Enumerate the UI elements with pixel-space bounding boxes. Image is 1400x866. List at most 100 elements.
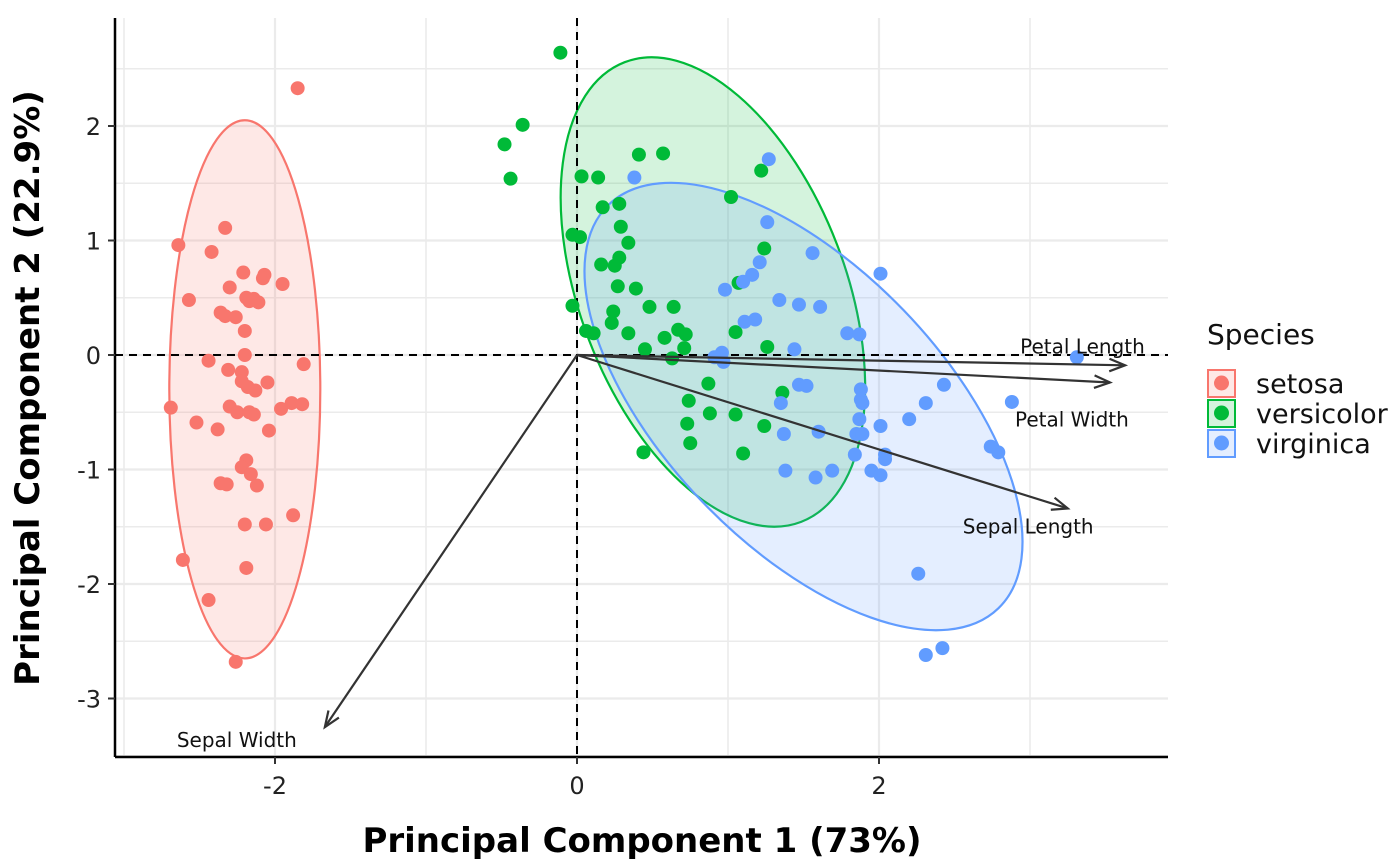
y-tick-label: -2 bbox=[77, 571, 101, 599]
data-point-virginica bbox=[1069, 350, 1084, 365]
data-point-versicolor bbox=[606, 304, 621, 319]
data-point-setosa bbox=[258, 517, 273, 532]
data-point-setosa bbox=[260, 375, 275, 390]
y-tick-label: 1 bbox=[86, 228, 101, 256]
data-point-versicolor bbox=[565, 298, 580, 313]
data-point-virginica bbox=[840, 326, 855, 341]
legend-point-virginica bbox=[1214, 435, 1229, 451]
data-point-versicolor bbox=[574, 169, 589, 184]
legend-label-virginica: virginica bbox=[1256, 429, 1371, 460]
data-point-setosa bbox=[237, 348, 252, 362]
data-point-virginica bbox=[805, 246, 820, 261]
data-point-virginica bbox=[787, 342, 802, 357]
loading-label: Petal Width bbox=[1015, 407, 1129, 431]
data-point-setosa bbox=[222, 280, 237, 295]
data-point-versicolor bbox=[637, 342, 652, 357]
legend-point-setosa bbox=[1214, 375, 1229, 391]
data-point-setosa bbox=[243, 467, 258, 482]
data-point-versicolor bbox=[656, 146, 671, 161]
y-tick-label: -3 bbox=[77, 686, 101, 714]
arrow-head bbox=[1093, 374, 1113, 390]
data-point-versicolor bbox=[613, 219, 628, 234]
data-point-virginica bbox=[627, 170, 642, 185]
data-point-versicolor bbox=[573, 230, 588, 245]
data-point-virginica bbox=[878, 452, 893, 467]
data-point-virginica bbox=[825, 463, 840, 478]
data-point-versicolor bbox=[665, 351, 680, 366]
data-point-versicolor bbox=[701, 376, 716, 391]
data-point-setosa bbox=[218, 309, 233, 324]
data-point-setosa bbox=[284, 396, 299, 411]
data-point-setosa bbox=[181, 293, 196, 308]
loading-arrow bbox=[576, 353, 1069, 510]
legend-title: Species bbox=[1207, 318, 1315, 351]
data-point-versicolor bbox=[497, 137, 512, 152]
data-point-versicolor bbox=[612, 196, 627, 211]
data-point-virginica bbox=[813, 299, 828, 314]
x-tick-label: -2 bbox=[263, 772, 287, 800]
data-point-setosa bbox=[255, 271, 270, 286]
data-point-setosa bbox=[290, 81, 305, 96]
data-point-virginica bbox=[852, 327, 867, 342]
data-point-setosa bbox=[175, 552, 190, 567]
data-point-versicolor bbox=[666, 299, 681, 314]
legend-label-setosa: setosa bbox=[1256, 369, 1344, 400]
data-point-setosa bbox=[249, 478, 264, 493]
data-point-setosa bbox=[274, 401, 289, 416]
data-point-versicolor bbox=[680, 416, 695, 431]
data-point-virginica bbox=[902, 412, 917, 427]
arrow-head bbox=[1050, 496, 1071, 511]
data-point-virginica bbox=[776, 427, 791, 442]
data-point-virginica bbox=[772, 293, 787, 308]
data-point-versicolor bbox=[757, 241, 772, 256]
data-point-virginica bbox=[873, 418, 888, 433]
data-point-virginica bbox=[918, 647, 933, 662]
data-point-virginica bbox=[799, 378, 814, 393]
data-point-versicolor bbox=[610, 279, 625, 294]
data-point-setosa bbox=[248, 383, 263, 398]
data-point-versicolor bbox=[591, 170, 606, 185]
data-point-virginica bbox=[991, 445, 1006, 460]
data-point-versicolor bbox=[724, 189, 739, 204]
data-points bbox=[163, 45, 1084, 669]
x-tick-label: 2 bbox=[871, 772, 886, 800]
data-point-setosa bbox=[237, 517, 252, 532]
data-point-versicolor bbox=[515, 117, 530, 132]
loading-label: Petal Length bbox=[1020, 334, 1145, 358]
data-point-versicolor bbox=[728, 407, 743, 422]
data-point-versicolor bbox=[757, 418, 772, 433]
data-point-versicolor bbox=[595, 200, 610, 215]
data-point-setosa bbox=[275, 277, 290, 292]
data-point-setosa bbox=[171, 238, 186, 253]
loading-arrows: Petal Length Petal Width Sepal Length Sepal… bbox=[177, 334, 1145, 752]
data-point-virginica bbox=[761, 152, 776, 167]
y-tick-label: -1 bbox=[77, 457, 101, 485]
data-point-setosa bbox=[228, 310, 243, 325]
reference-lines bbox=[115, 18, 1168, 757]
data-point-versicolor bbox=[553, 45, 568, 60]
data-point-setosa bbox=[204, 244, 219, 259]
data-point-versicolor bbox=[594, 257, 609, 272]
data-point-versicolor bbox=[621, 326, 636, 341]
data-point-versicolor bbox=[621, 235, 636, 250]
arrow-head bbox=[323, 710, 340, 730]
x-tick-label: 0 bbox=[569, 772, 584, 800]
data-point-virginica bbox=[936, 377, 951, 392]
data-point-versicolor bbox=[631, 147, 646, 162]
data-point-versicolor bbox=[628, 281, 643, 296]
data-point-versicolor bbox=[681, 393, 696, 408]
tick-labels: -2 0 2 -3 -2 -1 0 1 2 bbox=[77, 113, 887, 800]
data-point-virginica bbox=[852, 412, 867, 427]
data-point-virginica bbox=[736, 274, 751, 289]
data-point-virginica bbox=[847, 447, 862, 462]
data-point-versicolor bbox=[677, 341, 692, 356]
data-point-versicolor bbox=[775, 385, 790, 400]
data-point-setosa bbox=[236, 265, 251, 280]
data-point-virginica bbox=[760, 215, 775, 230]
data-point-virginica bbox=[911, 566, 926, 581]
data-point-setosa bbox=[296, 357, 311, 372]
loading-arrow bbox=[576, 353, 1111, 384]
data-point-versicolor bbox=[702, 406, 717, 421]
data-point-versicolor bbox=[657, 330, 672, 345]
